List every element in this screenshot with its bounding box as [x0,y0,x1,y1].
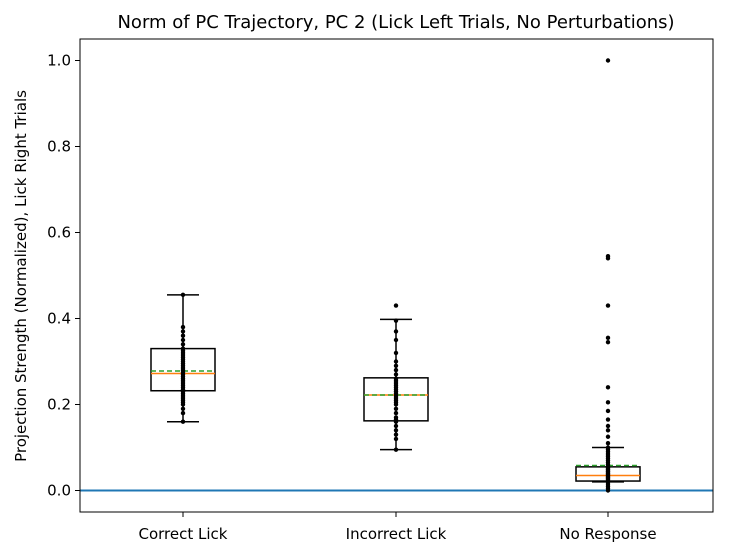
data-point [393,367,399,373]
data-point [393,350,399,356]
data-point [180,329,186,334]
data-point [605,445,611,450]
data-point [605,253,611,259]
y-tick-label: 0.6 [47,224,71,242]
data-point [180,406,186,411]
box-no-response [575,58,641,493]
data-point [393,303,399,308]
box-correct-lick [150,292,216,424]
data-point [393,436,399,442]
data-point [605,423,611,429]
data-point [393,406,399,411]
data-point [605,400,611,405]
data-point [393,428,399,433]
data-point [605,434,611,439]
data-point [393,359,399,364]
data-point [605,58,611,63]
y-tick-label: 0.2 [47,396,71,414]
chart-title: Norm of PC Trajectory, PC 2 (Lick Left T… [117,12,674,33]
data-point [393,372,399,377]
data-point [393,410,399,416]
y-axis-label: Projection Strength (Normalized), Lick R… [12,90,30,462]
data-point [180,292,186,298]
data-point [180,346,186,351]
data-point [605,417,611,422]
data-point [393,376,399,381]
x-tick-label: Correct Lick [139,525,228,543]
data-point [393,432,399,437]
data-point [605,408,611,414]
y-tick-label: 0.4 [47,310,71,328]
data-point [393,329,399,334]
data-point [605,303,611,308]
data-point [180,324,186,330]
data-point [605,335,611,341]
data-point [393,363,399,368]
axes: 0.0 0.2 0.4 0.6 0.8 1.0 Correct Lick Incorrect … [47,52,656,544]
box-incorrect-lick [363,303,429,452]
data-point [605,428,611,433]
data-point [180,410,186,416]
data-point [393,447,399,452]
data-point [180,333,186,338]
y-tick-label: 0.8 [47,138,71,156]
data-point [393,423,399,429]
data-point [393,415,399,420]
y-tick-label: 0.0 [47,482,71,500]
data-point [180,419,186,424]
x-tick-label: Incorrect Lick [346,525,447,543]
data-point [180,342,186,347]
data-point [393,318,399,323]
plot-area [80,58,713,493]
data-point [393,337,399,343]
data-point [180,337,186,343]
x-tick-label: No Response [559,525,656,543]
y-tick-label: 1.0 [47,52,71,70]
data-point [605,441,611,446]
data-point [605,385,611,390]
data-point [605,339,611,345]
